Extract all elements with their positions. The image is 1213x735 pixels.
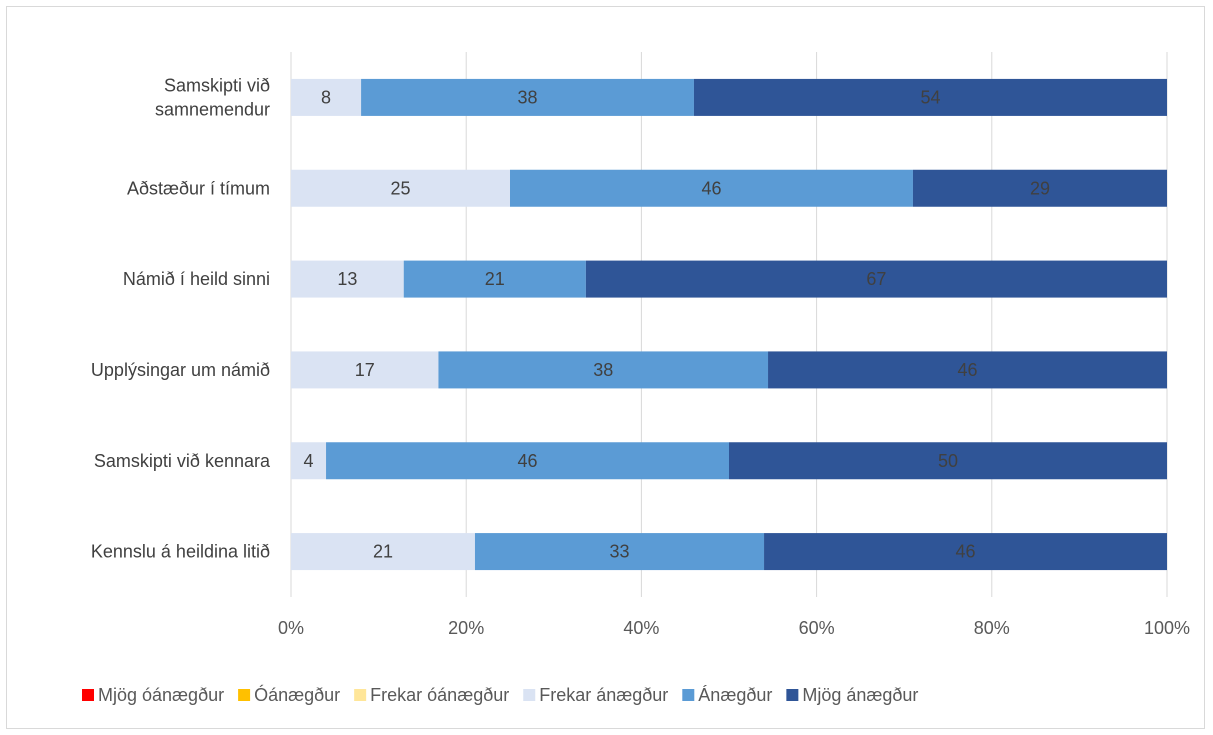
data-label: 33 [609,542,629,562]
legend-item: Mjög ánægður [786,685,918,705]
category-label: Upplýsingar um námið [91,360,270,380]
category-label-line: Kennslu á heildina litið [91,542,270,562]
category-label: Kennslu á heildina litið [91,542,270,562]
gridlines [290,52,1168,597]
legend-swatch [354,689,367,701]
data-label: 46 [956,542,976,562]
category-label: Aðstæður í tímum [127,178,270,198]
legend-label: Mjög óánægður [98,685,224,705]
category-label: Samskipti við kennara [94,451,271,471]
bar-segment [729,442,1167,480]
legend-item: Mjög óánægður [82,685,224,705]
data-label: 21 [373,542,393,562]
category-label: Samskipti við samnemendur [155,75,270,119]
data-label: 38 [518,87,538,107]
bar-segment [764,533,1167,571]
x-tick-label: 20% [448,618,484,638]
legend-item: Óánægður [238,684,340,705]
data-label: 38 [593,360,613,380]
legend-swatch [523,689,536,701]
x-tick-label: 80% [974,618,1010,638]
category-label-line: Aðstæður í tímum [127,178,270,198]
bar-segment [291,533,475,571]
category-label-line: Samskipti við [164,75,270,95]
bar-segment [768,351,1167,389]
data-label: 46 [701,178,721,198]
data-label: 46 [957,360,977,380]
data-label: 54 [920,87,940,107]
data-label: 25 [390,178,410,198]
bar-segment [291,260,404,298]
data-label: 17 [355,360,375,380]
x-tick-label: 0% [278,618,304,638]
category-label-line: Upplýsingar um námið [91,360,270,380]
bar-segment [693,78,1167,116]
legend-label: Óánægður [254,684,340,705]
legend-item: Frekar óánægður [354,685,509,705]
bars: 8 38 54 25 46 29 13 21 67 17 38 46 4 46 50 21 33 46 [291,78,1167,571]
bar-segment [291,442,327,480]
data-label: 13 [337,269,357,289]
bar-segment [361,78,694,116]
category-label-line: Samskipti við kennara [94,451,271,471]
legend-label: Frekar óánægður [370,685,509,705]
legend-label: Mjög ánægður [802,685,918,705]
bar-segment [403,260,586,298]
data-label: 21 [485,269,505,289]
data-label: 4 [304,451,314,471]
bar-segment [291,78,362,116]
x-tick-label: 100% [1144,618,1190,638]
bar-segment [291,169,510,207]
data-label: 50 [938,451,958,471]
bar-segment [912,169,1167,207]
legend: Mjög óánægður Óánægður Frekar óánægður Frek… [82,684,918,705]
bar-segment [510,169,913,207]
legend-swatch [786,689,799,701]
legend-label: Frekar ánægður [539,685,668,705]
bar-segment [326,442,729,480]
category-label-line: Námið í heild sinni [123,269,270,289]
legend-swatch [238,689,251,701]
legend-item: Ánægður [682,685,772,705]
legend-label: Ánægður [698,685,772,705]
data-label: 46 [518,451,538,471]
data-label: 67 [866,269,886,289]
bar-segment [438,351,769,389]
bar-segment [291,351,439,389]
legend-swatch [82,689,94,701]
x-tick-label: 60% [799,618,835,638]
bar-segment [585,260,1167,298]
bar-segment [474,533,765,571]
data-label: 8 [321,87,331,107]
x-tick-label: 40% [623,618,659,638]
category-label: Námið í heild sinni [123,269,270,289]
legend-swatch [682,689,695,701]
category-labels: Samskipti við samnemendur Aðstæður í tímum… [91,75,271,561]
category-label-line: samnemendur [155,99,270,119]
legend-item: Frekar ánægður [523,685,668,705]
x-tick-labels: 0% 20% 40% 60% 80% 100% [278,618,1190,638]
data-label: 29 [1030,178,1050,198]
